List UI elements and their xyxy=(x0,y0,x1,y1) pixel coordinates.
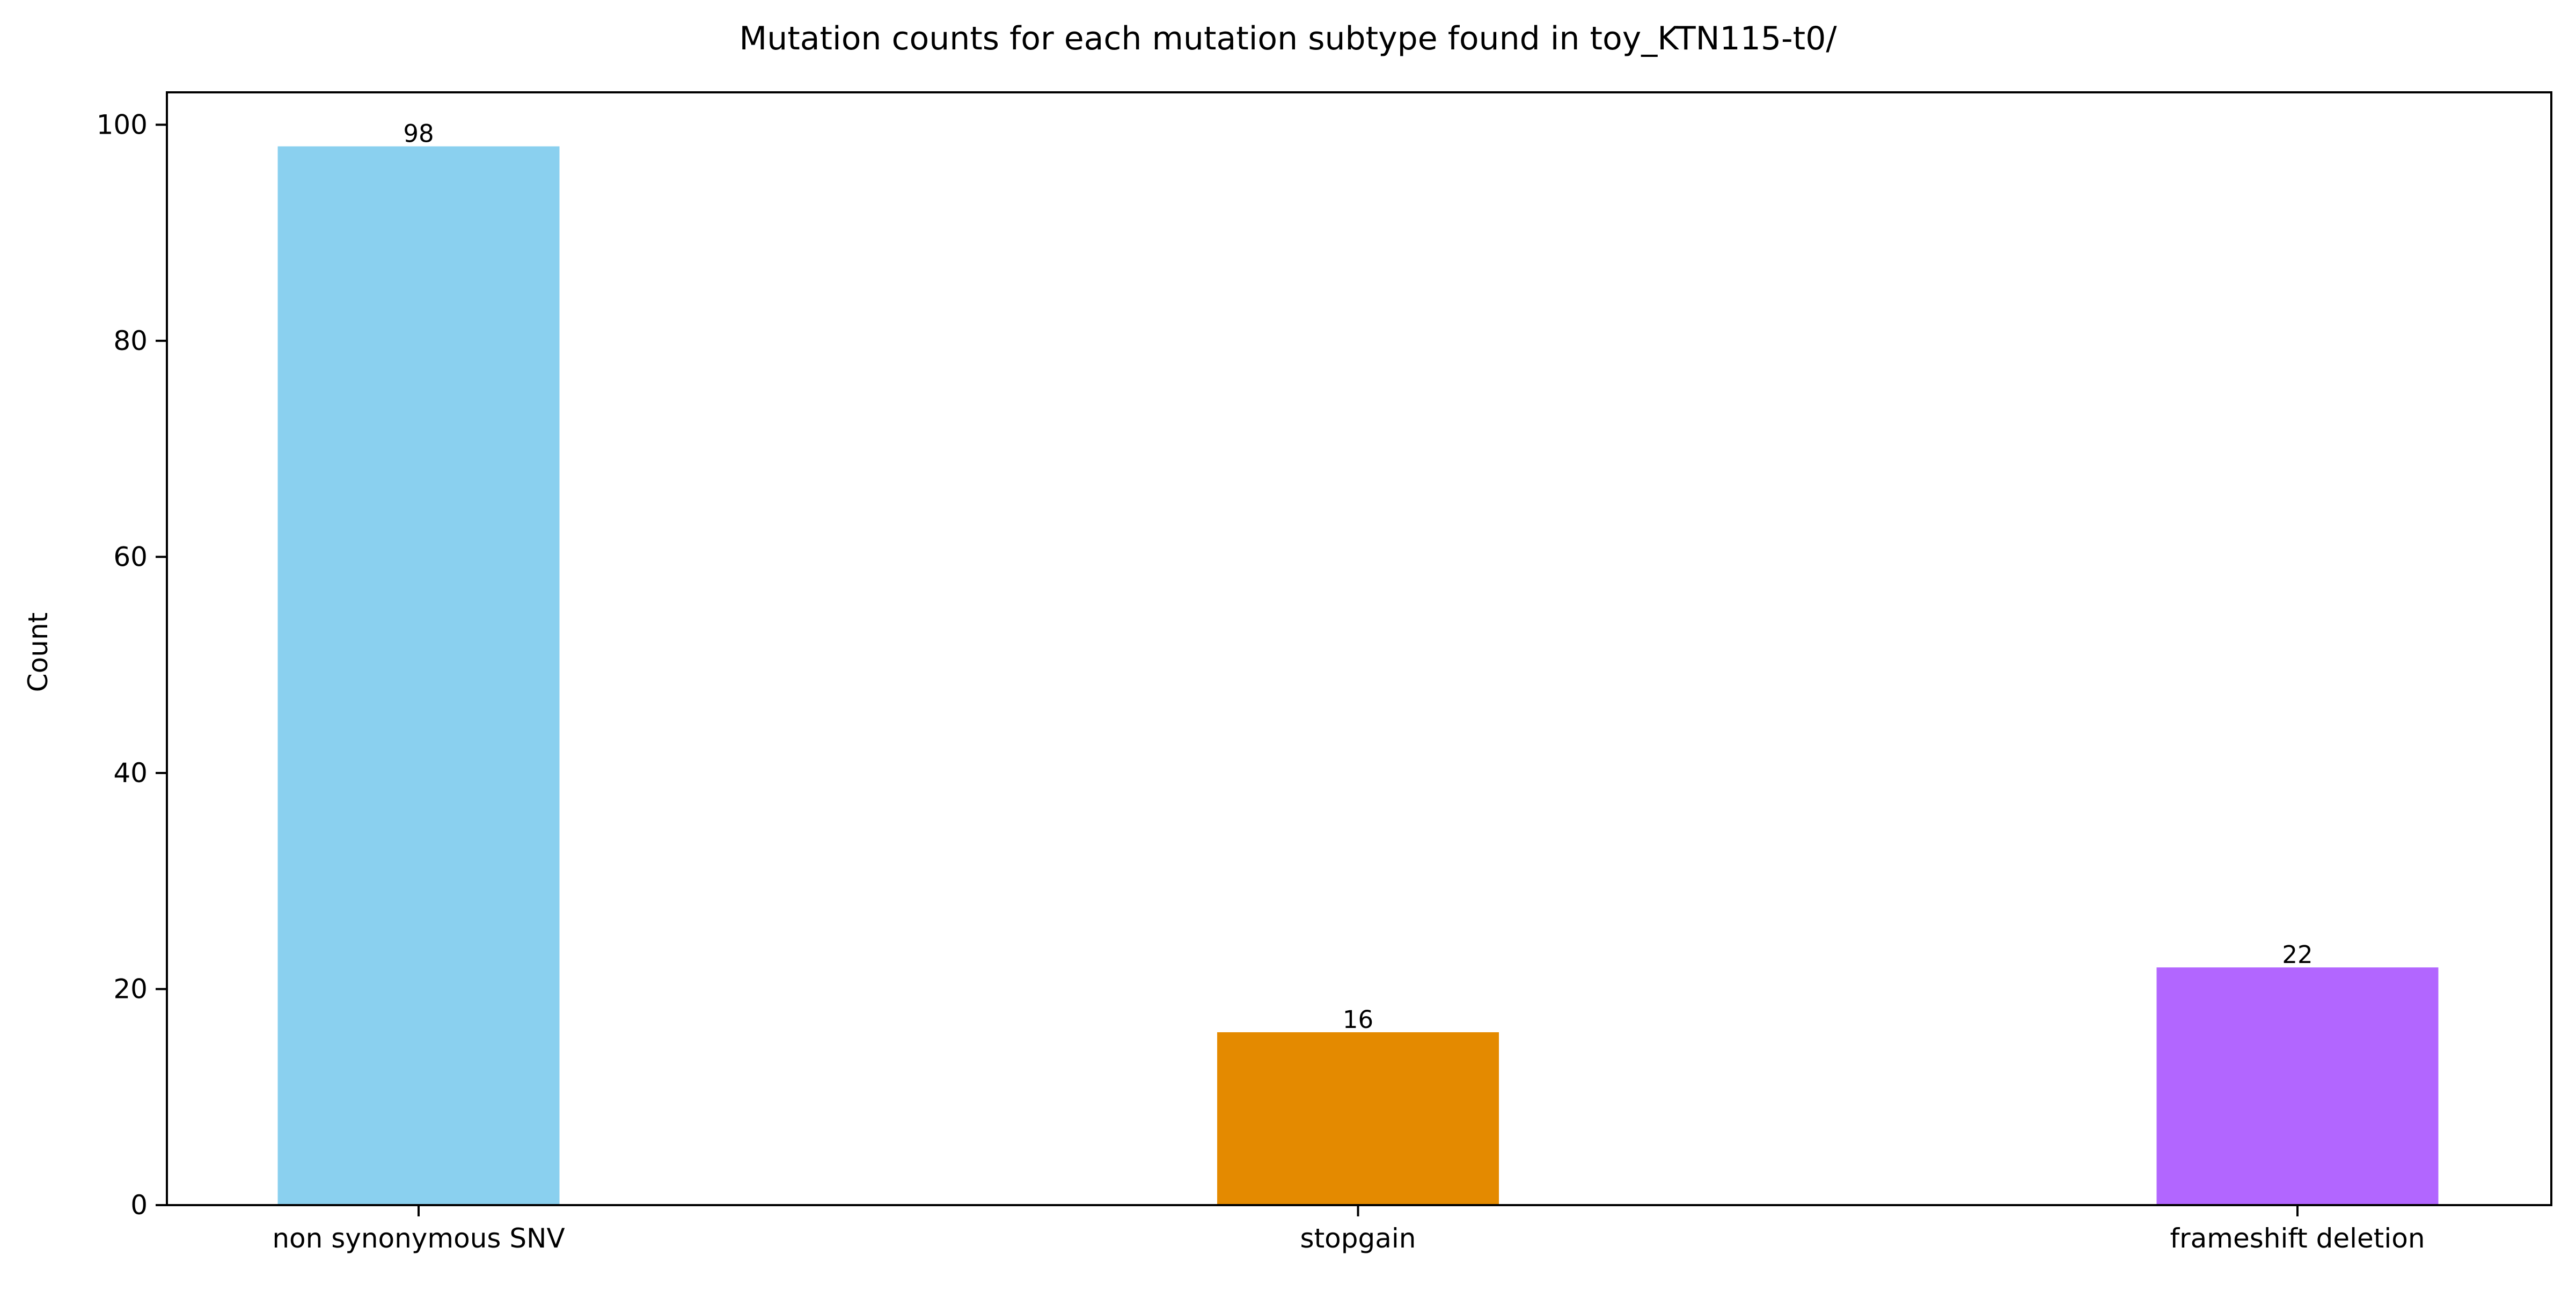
y-tick-label: 40 xyxy=(113,757,148,789)
plot-area-frame xyxy=(166,91,2552,1206)
y-tick-label: 20 xyxy=(113,973,148,1004)
y-axis-label: Count xyxy=(23,612,54,692)
chart-title: Mutation counts for each mutation subtyp… xyxy=(739,20,1837,57)
bar-value-label: 98 xyxy=(403,120,434,148)
y-axis-ticks: 0 20 40 60 80 100 xyxy=(97,109,167,1221)
y-tick-label: 80 xyxy=(113,325,148,356)
x-tick-label: non synonymous SNV xyxy=(272,1223,565,1254)
x-tick-label: stopgain xyxy=(1300,1223,1416,1254)
bar xyxy=(277,146,560,1205)
bar-value-label: 22 xyxy=(2282,940,2312,969)
y-tick-label: 100 xyxy=(97,109,148,140)
y-tick-label: 0 xyxy=(130,1190,148,1221)
bar xyxy=(2156,967,2439,1205)
x-tick-label: frameshift deletion xyxy=(2170,1223,2425,1254)
bar-value-label: 16 xyxy=(1343,1005,1373,1034)
data-labels-group: 98 16 22 xyxy=(403,120,2312,1034)
bars-group xyxy=(277,146,2439,1205)
x-axis-ticks: non synonymous SNV stopgain frameshift del… xyxy=(272,1205,2425,1254)
bar xyxy=(1217,1032,1499,1205)
y-tick-label: 60 xyxy=(113,541,148,572)
